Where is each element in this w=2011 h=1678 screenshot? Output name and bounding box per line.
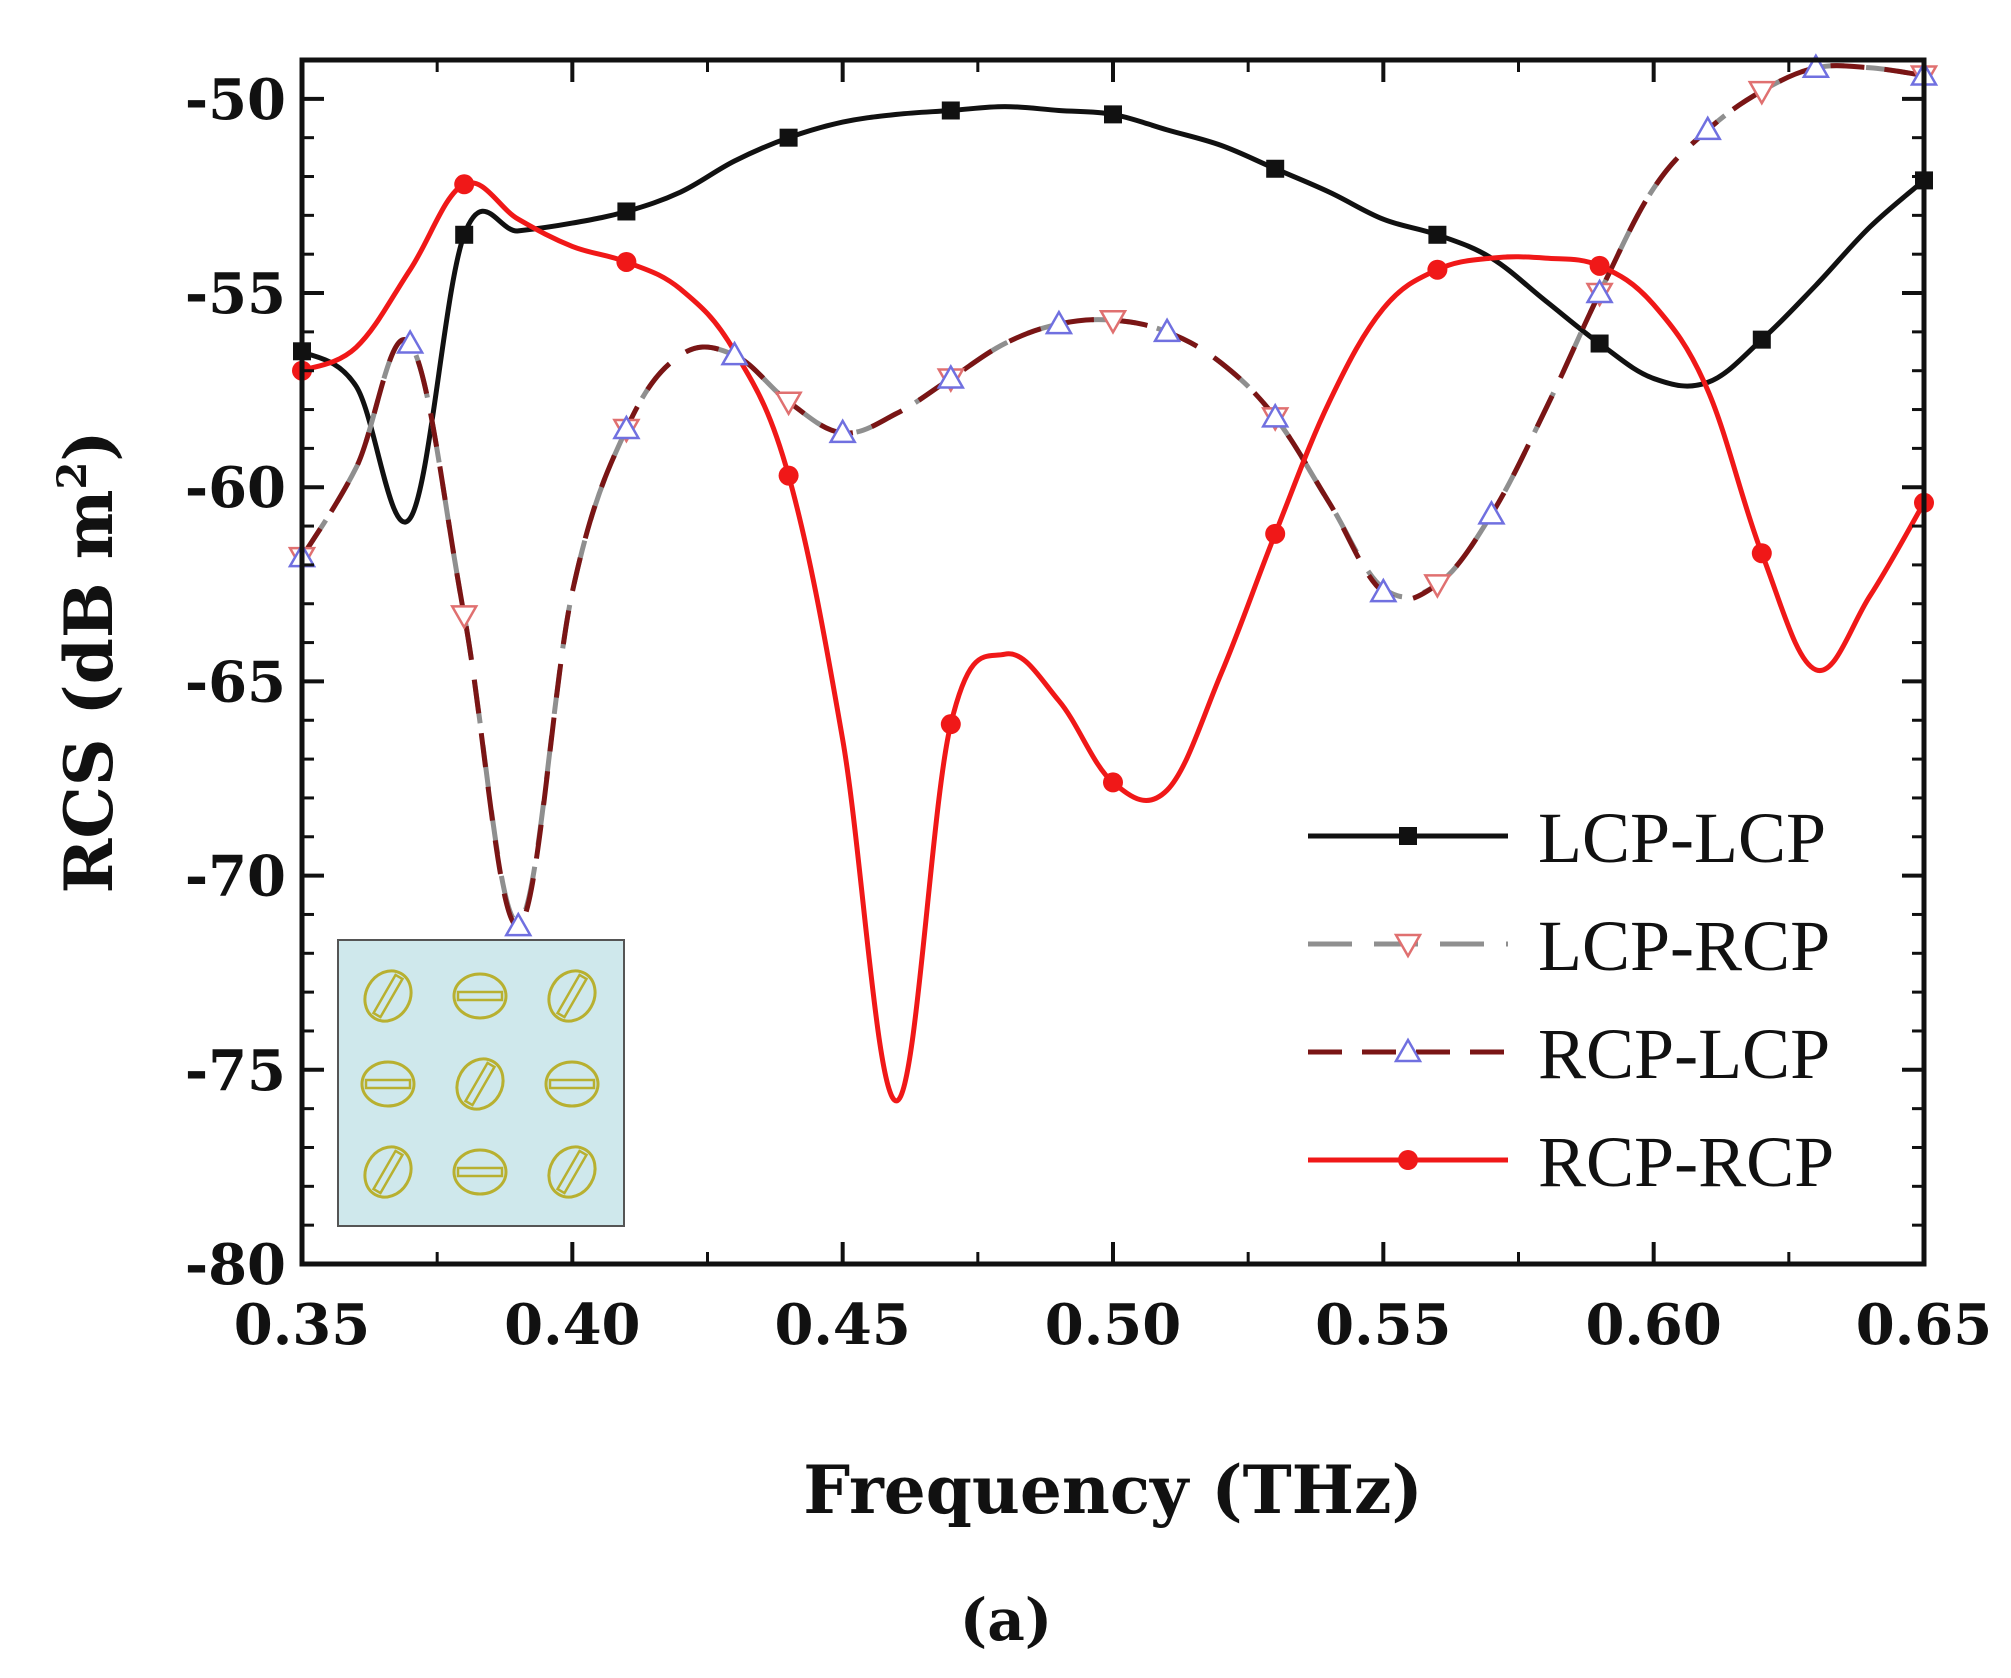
unit-cell	[544, 1060, 600, 1108]
data-point-rcp-lcp	[1801, 53, 1831, 79]
legend-label-rcp-rcp: RCP-RCP	[1538, 1122, 1834, 1202]
series-layer	[302, 63, 1924, 1104]
data-point-rcp-lcp	[1477, 499, 1506, 525]
data-point-rcp-lcp	[612, 414, 641, 440]
y-tick-label: -75	[185, 1038, 286, 1104]
y-tick-label: -50	[185, 67, 286, 133]
legend-label-lcp-rcp: LCP-RCP	[1538, 906, 1830, 986]
y-tick-label: -60	[185, 455, 286, 521]
legend-label-lcp-lcp: LCP-LCP	[1538, 798, 1826, 878]
data-point-lcp-lcp	[455, 225, 474, 244]
data-point-lcp-lcp	[1752, 330, 1771, 349]
series-line-rcp-lcp	[302, 63, 1924, 929]
legend: LCP-LCP LCP-RCP RCP-LCP RCP-RCP	[1308, 798, 1834, 1202]
data-point-rcp-lcp	[1261, 402, 1290, 428]
data-point-lcp-rcp	[1747, 80, 1776, 106]
data-point-rcp-lcp	[828, 418, 857, 444]
legend-marker-rcp-lcp	[1393, 1037, 1423, 1063]
data-point-lcp-lcp	[1428, 225, 1447, 244]
data-point-lcp-lcp	[941, 101, 960, 120]
data-point-rcp-lcp	[720, 340, 749, 366]
inset-background	[337, 939, 625, 1227]
data-point-rcp-rcp	[454, 174, 475, 195]
data-point-lcp-rcp	[1098, 309, 1128, 335]
data-point-lcp-lcp	[779, 128, 798, 147]
data-point-rcp-lcp	[936, 363, 965, 389]
metasurface-inset-image	[337, 939, 625, 1227]
x-tick-label: 0.35	[234, 1292, 370, 1358]
data-point-rcp-rcp	[1427, 259, 1448, 280]
figure-caption: (a)	[960, 1586, 1052, 1654]
data-point-rcp-lcp	[504, 911, 533, 937]
unit-cell	[452, 1148, 508, 1196]
y-axis-title-close: )	[50, 430, 128, 461]
y-axis-title: RCS (dB m2)	[49, 430, 128, 893]
data-point-rcp-lcp	[1585, 278, 1614, 304]
x-tick-label: 0.60	[1585, 1292, 1721, 1358]
data-point-lcp-lcp	[1104, 105, 1122, 124]
unit-cell	[452, 972, 508, 1020]
unit-cell	[360, 1060, 416, 1108]
tick-labels: 0.35 0.40 0.45 0.50 0.55 0.60 0.65 -50 -55 -60 -65…	[185, 67, 1992, 1358]
y-tick-label: -80	[185, 1232, 286, 1298]
y-tick-label: -65	[185, 649, 286, 715]
data-point-rcp-rcp	[1589, 255, 1610, 276]
data-point-lcp-lcp	[1266, 159, 1285, 178]
data-point-lcp-rcp	[1423, 574, 1452, 599]
data-point-rcp-rcp	[1103, 772, 1123, 793]
legend-marker-lcp-rcp	[1393, 933, 1423, 959]
unit-cell	[455, 1057, 505, 1111]
marker-layer	[287, 53, 1939, 937]
legend-marker-rcp-rcp	[1398, 1150, 1418, 1170]
y-tick-label: -70	[185, 844, 286, 910]
data-point-lcp-rcp	[450, 605, 479, 630]
unit-cell	[547, 1145, 597, 1199]
data-point-rcp-lcp	[1369, 577, 1398, 603]
data-point-rcp-lcp	[395, 329, 425, 354]
legend-marker-lcp-lcp	[1399, 827, 1417, 845]
x-tick-label: 0.40	[504, 1292, 640, 1358]
data-point-rcp-rcp	[940, 714, 961, 735]
x-tick-label: 0.50	[1045, 1292, 1181, 1358]
data-point-rcp-lcp	[1693, 115, 1722, 141]
axis-ticks	[300, 58, 1926, 1266]
data-point-lcp-rcp	[774, 391, 803, 417]
data-point-rcp-rcp	[1751, 543, 1772, 564]
legend-label-rcp-lcp: RCP-LCP	[1538, 1014, 1830, 1094]
unit-cell	[363, 1145, 413, 1199]
series-line-lcp-lcp	[302, 104, 1924, 525]
x-tick-label: 0.65	[1856, 1292, 1992, 1358]
y-tick-label: -55	[185, 261, 286, 327]
data-point-rcp-rcp	[778, 465, 799, 486]
data-point-lcp-lcp	[1590, 334, 1609, 353]
data-point-lcp-lcp	[617, 202, 636, 221]
x-axis-title: Frequency (THz)	[803, 1451, 1423, 1529]
data-point-rcp-rcp	[1265, 523, 1286, 544]
unit-cell	[547, 969, 597, 1023]
data-point-rcp-rcp	[616, 251, 637, 272]
y-axis-title-main: RCS (dB m	[50, 490, 128, 894]
data-point-rcp-lcp	[1044, 309, 1074, 335]
unit-cell	[363, 969, 413, 1023]
data-point-rcp-lcp	[1152, 317, 1182, 343]
x-tick-label: 0.45	[774, 1292, 910, 1358]
x-tick-label: 0.55	[1315, 1292, 1451, 1358]
y-axis-title-sup: 2	[49, 462, 96, 490]
